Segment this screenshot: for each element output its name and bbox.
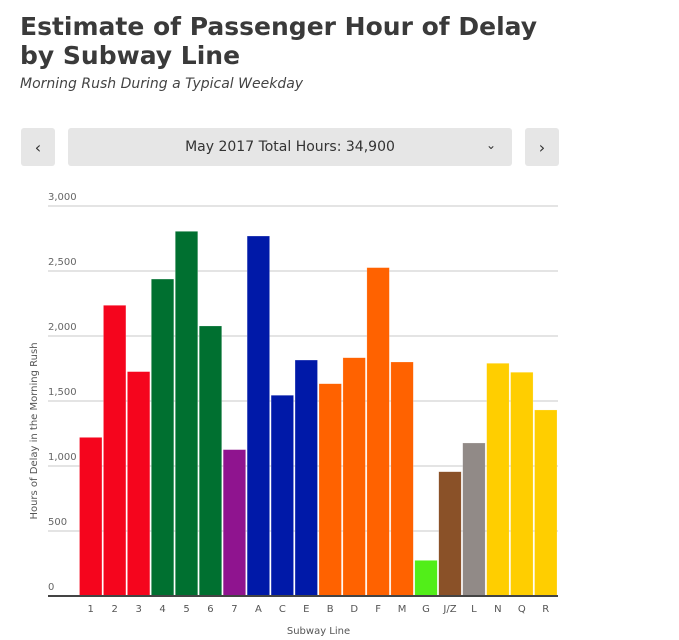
month-dropdown[interactable]: May 2017 Total Hours: 34,900 ⌄ [68,128,512,166]
x-tick-label: 7 [231,604,237,615]
x-tick-label: 2 [111,604,117,615]
dropdown-value: May 2017 Total Hours: 34,900 [185,139,395,155]
x-tick-label: J/Z [442,604,456,615]
x-tick-label: E [303,604,309,615]
x-tick-label: D [350,604,358,615]
bar-A [246,235,270,597]
bar-3 [127,371,151,597]
bar-7 [222,449,246,597]
bar-D [342,357,366,597]
chevron-left-icon: ‹ [34,137,42,157]
x-tick-label: Q [518,604,526,615]
bar-M [390,361,414,597]
bar-L [462,442,486,597]
y-tick-label: 500 [48,517,67,528]
x-tick-label: 5 [183,604,189,615]
bar-G [414,560,438,597]
x-tick-label: R [542,604,549,615]
y-tick-label: 2,000 [48,322,77,333]
bar-4 [151,278,175,597]
x-tick-label: F [375,604,381,615]
bar-J/Z [438,471,462,597]
bar-B [318,383,342,597]
x-tick-label: B [327,604,334,615]
x-tick-label: 1 [88,604,94,615]
y-tick-label: 1,500 [48,387,77,398]
x-tick-label: G [422,604,430,615]
bar-N [486,363,510,597]
y-tick-label: 3,000 [48,192,77,203]
next-button[interactable]: › [525,128,559,166]
bar-5 [175,231,199,597]
chevron-down-icon: ⌄ [485,138,496,152]
chevron-right-icon: › [538,137,546,157]
bar-F [366,267,390,597]
previous-button[interactable]: ‹ [21,128,55,166]
x-tick-label: M [398,604,407,615]
x-tick-label: A [255,604,262,615]
x-tick-label: 3 [135,604,141,615]
bar-E [294,359,318,597]
x-tick-label: 4 [159,604,165,615]
x-tick-label: L [471,604,477,615]
x-tick-label: C [279,604,286,615]
page-title: Estimate of Passenger Hour of Delay by S… [20,12,538,70]
bar-6 [199,325,222,597]
y-axis-label: Hours of Delay in the Morning Rush [29,342,40,519]
page-subtitle: Morning Rush During a Typical Weekday [20,76,304,92]
bar-1 [79,437,103,597]
bar-2 [103,305,127,597]
bar-C [270,395,294,597]
x-tick-label: N [494,604,501,615]
y-tick-label: 1,000 [48,452,77,463]
bar-R [534,409,558,597]
x-axis-label: Subway Line [287,626,350,637]
x-tick-label: 6 [207,604,213,615]
y-tick-label: 2,500 [48,257,77,268]
y-tick-label: 0 [48,582,54,593]
bar-Q [510,372,534,597]
